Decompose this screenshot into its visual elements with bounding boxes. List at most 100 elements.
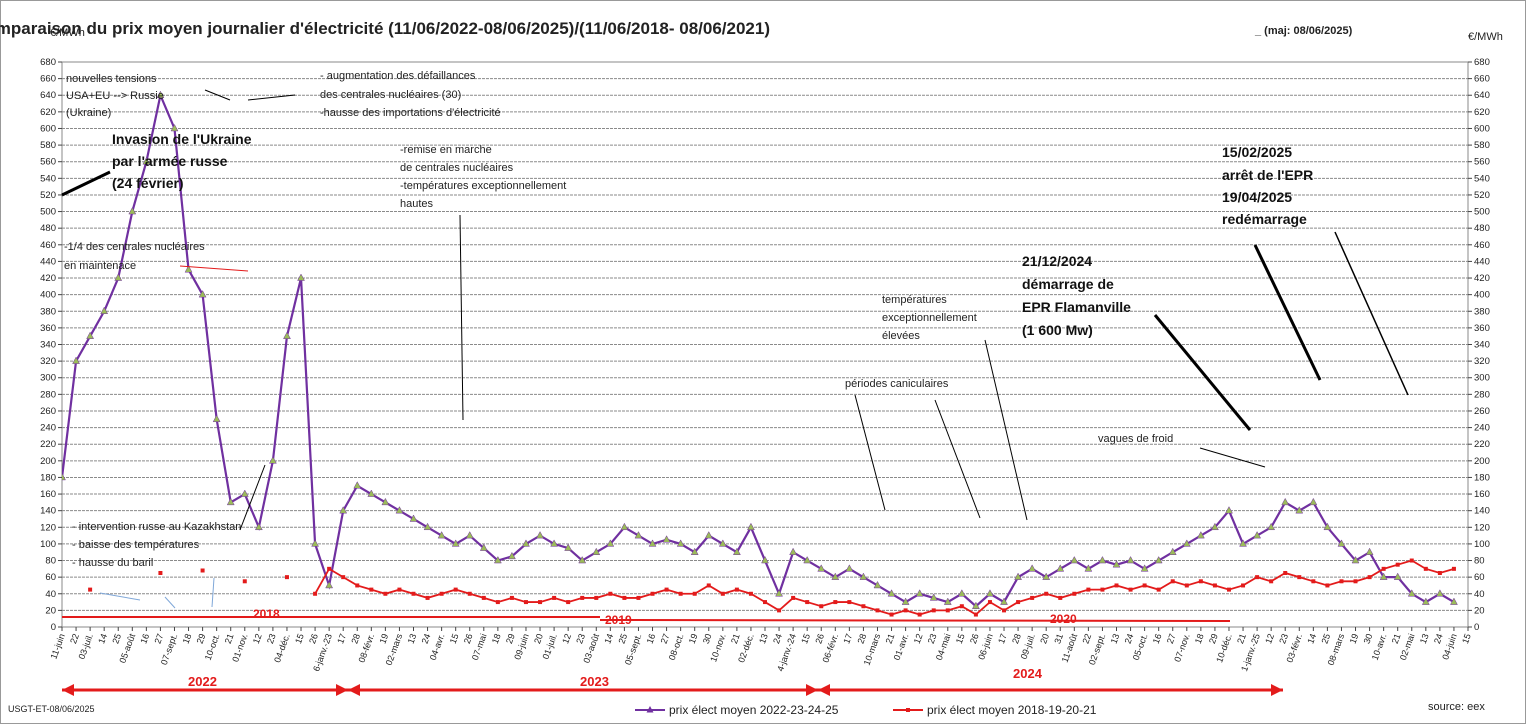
y-tick-label: 660	[40, 74, 56, 85]
marker	[1381, 566, 1386, 571]
marker	[1409, 558, 1414, 563]
period-line	[599, 619, 1231, 622]
annotation: USA+EU --> Russie	[66, 90, 164, 102]
chart-title: Comparaison du prix moyen journalier d'é…	[0, 19, 770, 38]
marker	[986, 589, 994, 597]
x-tick-label: 29	[195, 632, 208, 645]
plot	[62, 90, 1458, 617]
marker	[1353, 579, 1358, 584]
annotation: élevées	[882, 330, 920, 342]
x-tick-label: 25	[1319, 632, 1332, 645]
arrow	[99, 592, 141, 601]
footer: USGT-ET-08/06/2025	[8, 704, 95, 714]
x-tick-label: 13	[1109, 632, 1122, 645]
marker	[873, 580, 882, 589]
marker	[423, 522, 432, 531]
marker	[1002, 608, 1007, 613]
marker	[1112, 560, 1121, 568]
marker	[987, 600, 992, 605]
y2-tick-label: 680	[1474, 57, 1490, 68]
x-tick-label: 25	[616, 632, 629, 645]
x-tick-label: 16	[1151, 632, 1164, 645]
arrow	[179, 265, 249, 272]
marker	[313, 591, 318, 596]
marker	[845, 564, 854, 572]
y-tick-label: 280	[40, 389, 56, 400]
annotation: -hausse des importations d'électricité	[320, 107, 501, 119]
marker	[1000, 597, 1008, 605]
annotation: - intervention russe au Kazakhstan	[72, 521, 241, 533]
marker	[931, 608, 936, 613]
marker	[254, 522, 263, 531]
marker	[1168, 547, 1177, 555]
marker	[453, 587, 458, 592]
annotation: -remise en marche	[400, 144, 492, 156]
marker	[1016, 600, 1021, 605]
annotation: (Ukraine)	[66, 107, 111, 119]
y2-tick-label: 100	[1474, 539, 1490, 550]
marker	[861, 604, 866, 609]
marker	[1267, 522, 1276, 531]
marker	[1212, 583, 1217, 588]
x-tick-label: 19	[687, 632, 700, 645]
marker	[1142, 583, 1147, 588]
marker	[1311, 579, 1316, 584]
annotation: exceptionnellement	[882, 312, 977, 324]
marker	[367, 489, 376, 497]
y-tick-label: 60	[45, 572, 56, 583]
x-tick-label: 16	[138, 632, 151, 645]
y2-tick-label: 200	[1474, 456, 1490, 467]
y-tick-label: 240	[40, 423, 56, 434]
legend-marker	[646, 706, 654, 713]
marker	[383, 591, 388, 596]
marker	[901, 597, 910, 605]
x-tick-label: 12	[251, 632, 264, 645]
x-tick-label: 30	[1362, 632, 1375, 645]
marker	[1435, 589, 1444, 597]
y2-tick-label: 420	[1474, 273, 1490, 284]
marker	[903, 608, 908, 613]
marker	[1295, 506, 1304, 514]
marker	[1379, 572, 1388, 580]
marker	[1283, 570, 1288, 575]
marker	[620, 522, 629, 531]
x-tick-label: 23	[574, 632, 587, 645]
x-tick-label: 12	[912, 632, 925, 645]
marker	[1423, 566, 1428, 571]
marker	[552, 595, 557, 600]
marker	[1241, 583, 1246, 588]
marker	[198, 290, 207, 298]
y-tick-label: 580	[40, 140, 56, 151]
marker	[678, 591, 683, 596]
marker	[437, 531, 446, 539]
marker	[915, 589, 924, 597]
marker	[817, 564, 826, 572]
y2-axis-label: €/MWh	[1468, 31, 1503, 43]
annotation: - baisse des températures	[72, 539, 200, 551]
marker	[508, 551, 516, 560]
annotation: 21/12/2024	[1022, 253, 1092, 269]
marker	[128, 207, 137, 215]
x-tick-label: 17	[996, 632, 1009, 645]
y-tick-label: 260	[40, 406, 56, 417]
arrow	[1153, 314, 1252, 431]
marker	[706, 583, 711, 588]
source: source: eex	[1428, 701, 1485, 713]
marker	[451, 539, 460, 547]
marker	[158, 570, 163, 575]
marker	[622, 595, 627, 600]
marker	[325, 580, 334, 589]
marker	[789, 547, 798, 555]
marker	[200, 568, 205, 573]
marker	[395, 506, 404, 514]
annotation: vagues de froid	[1098, 433, 1173, 445]
marker	[311, 539, 319, 547]
y2-tick-label: 600	[1474, 123, 1490, 134]
x-tick-label: 16	[645, 632, 658, 645]
marker	[1226, 587, 1231, 592]
marker	[1367, 575, 1372, 580]
x-tick-label: 30	[701, 632, 714, 645]
marker	[536, 531, 544, 539]
period-label: 2019	[605, 613, 632, 627]
